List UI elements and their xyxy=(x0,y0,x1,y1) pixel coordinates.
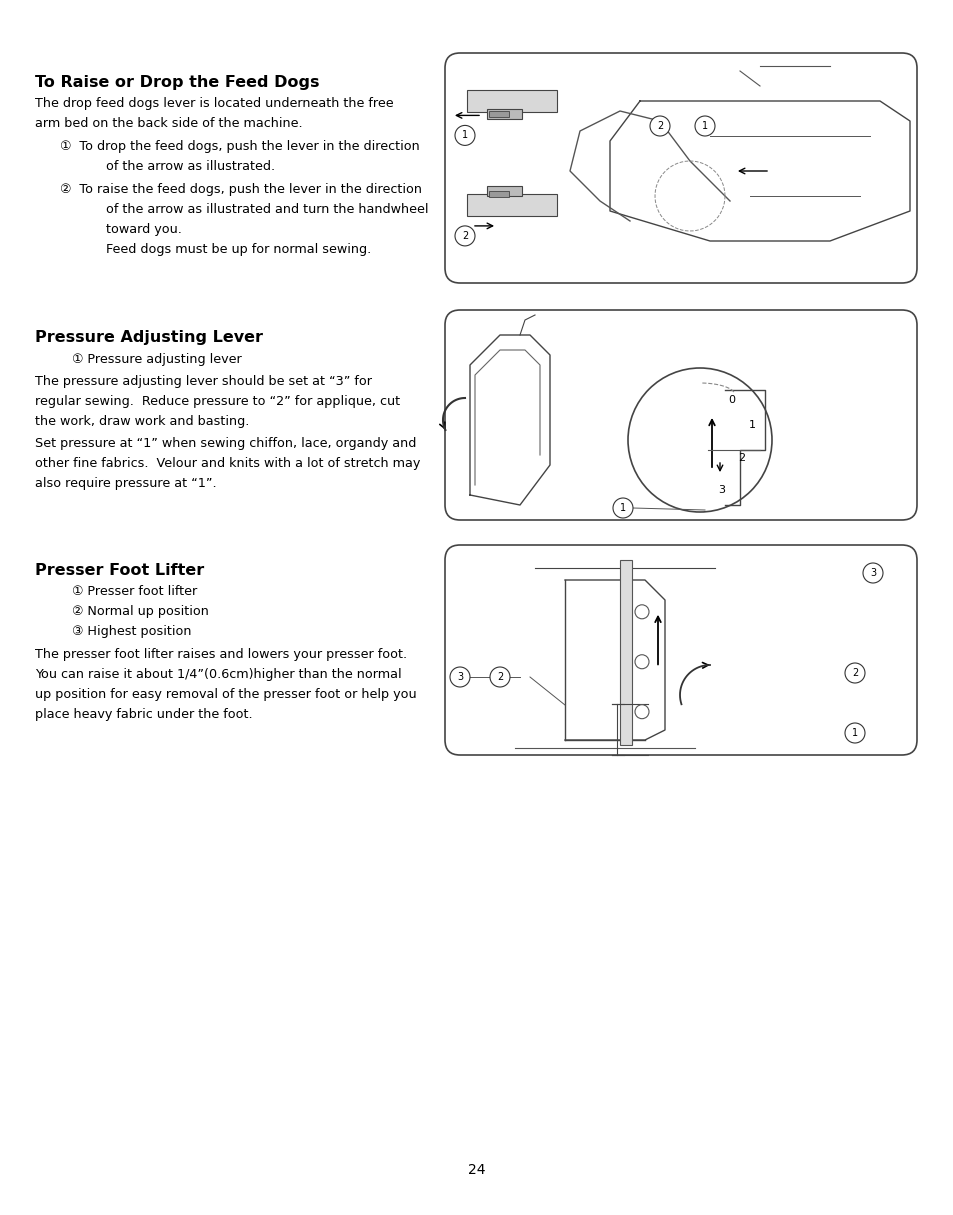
Circle shape xyxy=(455,125,475,146)
Text: arm bed on the back side of the machine.: arm bed on the back side of the machine. xyxy=(35,117,302,130)
Text: 1: 1 xyxy=(851,728,857,738)
Text: To Raise or Drop the Feed Dogs: To Raise or Drop the Feed Dogs xyxy=(35,75,319,90)
Text: ③ Highest position: ③ Highest position xyxy=(60,625,192,638)
FancyBboxPatch shape xyxy=(444,546,916,755)
Text: ② Normal up position: ② Normal up position xyxy=(60,605,209,618)
Bar xyxy=(486,186,521,196)
Text: ① Presser foot lifter: ① Presser foot lifter xyxy=(60,584,197,598)
Text: 3: 3 xyxy=(718,485,724,495)
Bar xyxy=(619,560,631,745)
Circle shape xyxy=(455,226,475,245)
Text: also require pressure at “1”.: also require pressure at “1”. xyxy=(35,477,216,490)
Text: 1: 1 xyxy=(748,420,755,430)
Text: of the arrow as illustrated.: of the arrow as illustrated. xyxy=(90,160,274,173)
Text: The drop feed dogs lever is located underneath the free: The drop feed dogs lever is located unde… xyxy=(35,97,394,111)
FancyBboxPatch shape xyxy=(444,310,916,520)
Circle shape xyxy=(450,667,470,686)
Circle shape xyxy=(844,723,864,744)
Circle shape xyxy=(844,663,864,683)
Text: other fine fabrics.  Velour and knits with a lot of stretch may: other fine fabrics. Velour and knits wit… xyxy=(35,457,420,470)
Text: 3: 3 xyxy=(456,672,462,682)
Circle shape xyxy=(862,563,882,583)
Text: Presser Foot Lifter: Presser Foot Lifter xyxy=(35,563,204,578)
Text: ②  To raise the feed dogs, push the lever in the direction: ② To raise the feed dogs, push the lever… xyxy=(60,183,421,196)
Text: 0: 0 xyxy=(728,395,735,405)
Text: up position for easy removal of the presser foot or help you: up position for easy removal of the pres… xyxy=(35,688,416,701)
Text: Set pressure at “1” when sewing chiffon, lace, organdy and: Set pressure at “1” when sewing chiffon,… xyxy=(35,437,416,450)
Text: 2: 2 xyxy=(497,672,502,682)
Bar xyxy=(489,191,509,197)
Text: You can raise it about 1/4”(0.6cm)higher than the normal: You can raise it about 1/4”(0.6cm)higher… xyxy=(35,668,401,680)
Circle shape xyxy=(635,655,648,668)
Text: place heavy fabric under the foot.: place heavy fabric under the foot. xyxy=(35,708,253,720)
Text: 2: 2 xyxy=(657,122,662,131)
Text: 2: 2 xyxy=(738,453,745,463)
Text: The presser foot lifter raises and lowers your presser foot.: The presser foot lifter raises and lower… xyxy=(35,648,407,661)
Text: 1: 1 xyxy=(461,130,468,141)
Circle shape xyxy=(613,498,633,518)
Text: The pressure adjusting lever should be set at “3” for: The pressure adjusting lever should be s… xyxy=(35,375,372,388)
Text: of the arrow as illustrated and turn the handwheel: of the arrow as illustrated and turn the… xyxy=(90,203,428,216)
Text: regular sewing.  Reduce pressure to “2” for applique, cut: regular sewing. Reduce pressure to “2” f… xyxy=(35,395,399,408)
Text: 2: 2 xyxy=(461,231,468,241)
Bar xyxy=(489,112,509,118)
Bar xyxy=(486,109,521,119)
Bar xyxy=(467,194,557,216)
Text: ① Pressure adjusting lever: ① Pressure adjusting lever xyxy=(60,354,241,366)
Bar xyxy=(467,90,557,113)
Text: ①  To drop the feed dogs, push the lever in the direction: ① To drop the feed dogs, push the lever … xyxy=(60,140,419,153)
Text: Pressure Adjusting Lever: Pressure Adjusting Lever xyxy=(35,330,263,345)
Text: Feed dogs must be up for normal sewing.: Feed dogs must be up for normal sewing. xyxy=(90,243,371,256)
Circle shape xyxy=(627,368,771,512)
Circle shape xyxy=(490,667,510,686)
Circle shape xyxy=(635,605,648,618)
Circle shape xyxy=(635,705,648,719)
Text: 24: 24 xyxy=(468,1163,485,1177)
Circle shape xyxy=(649,115,669,136)
FancyBboxPatch shape xyxy=(444,53,916,283)
Text: toward you.: toward you. xyxy=(90,224,182,236)
Text: 1: 1 xyxy=(619,503,625,513)
Text: 1: 1 xyxy=(701,122,707,131)
Text: 2: 2 xyxy=(851,668,858,678)
Circle shape xyxy=(695,115,714,136)
Text: 3: 3 xyxy=(869,567,875,578)
Text: the work, draw work and basting.: the work, draw work and basting. xyxy=(35,416,249,428)
